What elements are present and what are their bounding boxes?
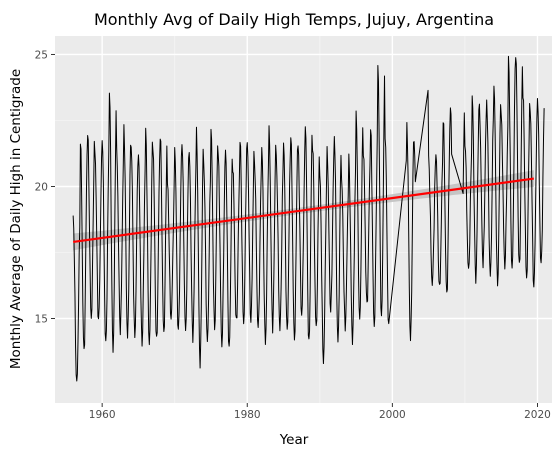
chart-title: Monthly Avg of Daily High Temps, Jujuy, … <box>94 10 494 29</box>
y-tick-label: 15 <box>35 314 48 326</box>
trend-line <box>72 177 535 244</box>
series-layer <box>72 55 545 382</box>
x-tick-label: 1980 <box>234 409 261 421</box>
x-tick-label: 2000 <box>379 409 406 421</box>
y-axis-label: Monthly Average of Daily High in Centigr… <box>8 69 24 369</box>
y-tick-label: 25 <box>35 49 48 61</box>
monthly-series-line <box>72 55 545 382</box>
y-tick-label: 20 <box>35 181 48 193</box>
axis-ticks <box>51 53 538 407</box>
x-axis-label: Year <box>279 432 309 448</box>
trend-layer <box>72 177 535 244</box>
x-tick-label: 2020 <box>524 409 551 421</box>
x-tick-label: 1960 <box>89 409 116 421</box>
tick-labels: 1960 1980 2000 2020 15 20 25 <box>35 49 551 421</box>
